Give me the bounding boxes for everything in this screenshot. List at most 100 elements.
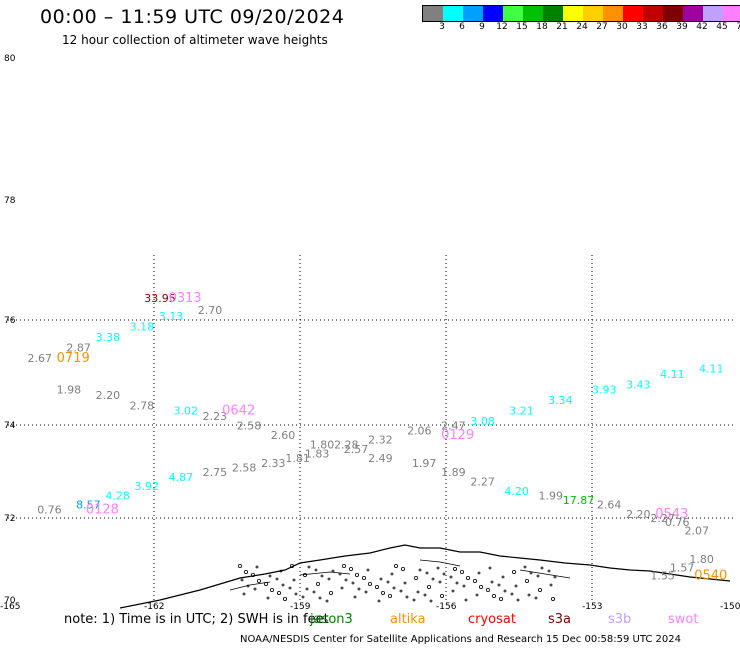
lake-shape (325, 599, 329, 603)
lake-shape (305, 587, 309, 591)
lake-shape (294, 592, 298, 596)
lake-shape (292, 578, 296, 582)
lake-shape (425, 571, 429, 575)
scale-swatch (643, 6, 663, 21)
scale-swatch (483, 6, 503, 21)
lake-shape (374, 585, 379, 590)
lake-shape (301, 595, 305, 599)
lake-shape (465, 576, 470, 581)
lake-shape (281, 583, 285, 587)
wave-height-label: 0.76 (665, 516, 690, 529)
lake-shape (418, 568, 422, 572)
wave-height-label: 2.87 (66, 342, 91, 355)
wave-height-label: 3.34 (548, 394, 573, 407)
lake-shape (451, 589, 455, 593)
lake-shape (455, 581, 459, 585)
wave-height-label: 1.57 (670, 561, 695, 574)
lake-shape (255, 565, 259, 569)
wave-height-label: 1.80 (310, 438, 335, 451)
scale-label: 21 (556, 22, 568, 32)
lake-shape (512, 570, 517, 575)
lat-label: 78 (4, 196, 16, 206)
lake-shape (462, 584, 466, 588)
wave-height-label: 2.70 (198, 304, 223, 317)
wave-height-label: 1.89 (441, 466, 466, 479)
pass-time-label: 0540 (694, 569, 727, 584)
lake-shape (353, 595, 357, 599)
wave-height-label: 2.58 (232, 462, 257, 475)
lake-shape (318, 596, 322, 600)
page-subtitle: 12 hour collection of altimeter wave hei… (62, 33, 328, 47)
lake-shape (497, 583, 501, 587)
lake-shape (399, 589, 403, 593)
wave-height-label: 2.20 (626, 508, 651, 521)
wave-height-label: 2.27 (650, 512, 675, 525)
lake-shape (320, 574, 324, 578)
lake-shape (263, 582, 268, 587)
lake-shape (328, 591, 333, 596)
lake-shape (549, 583, 553, 587)
wave-height-label: 1.80 (689, 553, 714, 566)
lake-shape (331, 569, 335, 573)
wave-height-label: 33.95 (144, 292, 176, 305)
lake-shape (307, 565, 311, 569)
wave-height-label: 2.78 (130, 399, 155, 412)
lat-label: 72 (4, 514, 15, 524)
wave-height-label: 2.32 (368, 434, 393, 447)
satellite-jason3: jason3 (310, 612, 353, 627)
lake-shape (501, 575, 505, 579)
wave-height-label: 1.98 (57, 384, 82, 397)
scale-label: 3 (439, 22, 445, 32)
lake-shape (327, 577, 331, 581)
scale-label: 33 (636, 22, 648, 32)
lake-shape (485, 588, 490, 593)
scale-swatch (603, 6, 623, 21)
lake-shape (438, 580, 442, 584)
credit-line: NOAA/NESDIS Center for Satellite Applica… (240, 634, 682, 645)
scale-swatch (723, 6, 740, 21)
scale-label: 15 (516, 22, 528, 32)
lake-shape (498, 597, 503, 602)
lake-shape (452, 567, 457, 572)
lake-shape (478, 585, 483, 590)
wave-height-label: 3.21 (509, 405, 534, 418)
scale-swatch (543, 6, 563, 21)
pass-time-label: 0313 (169, 291, 202, 306)
lake-shape (338, 572, 342, 576)
lake-shape (553, 575, 557, 579)
pass-time-label: 0719 (57, 351, 90, 366)
lake-shape (276, 591, 281, 596)
wave-height-label: 3.08 (470, 415, 495, 428)
scale-label: 36 (656, 22, 668, 32)
wave-height-label: 4.11 (699, 363, 724, 376)
wave-height-label: 4.20 (504, 485, 529, 498)
page-title: 00:00 – 11:59 UTC 09/20/2024 (40, 6, 345, 28)
lake-shape (490, 580, 494, 584)
lake-shape (459, 570, 464, 575)
lake-shape (393, 564, 398, 569)
lon-label: -156 (436, 602, 457, 612)
lake-shape (266, 596, 270, 600)
lake-shape (312, 590, 316, 594)
lake-shape (275, 577, 279, 581)
lake-shape (367, 582, 372, 587)
wave-height-label: 2.75 (203, 466, 228, 479)
satellite-swot: swot (668, 612, 699, 627)
lake-shape (540, 566, 544, 570)
lake-shape (314, 568, 318, 572)
pass-time-label: 0543 (655, 507, 688, 522)
wave-height-label: 1.83 (305, 448, 330, 461)
lake-shape (472, 579, 477, 584)
graticule (8, 255, 736, 600)
wave-height-label: 3.18 (130, 321, 155, 334)
scale-swatch (583, 6, 603, 21)
lake-shape (242, 592, 246, 596)
lon-label: -159 (290, 602, 311, 612)
lake-shape (357, 587, 361, 591)
wave-height-label: 2.67 (27, 352, 52, 365)
wave-height-label: 4.11 (660, 368, 685, 381)
coastline-inner (229, 559, 571, 591)
pass-time-label: 0642 (222, 404, 255, 419)
wave-height-label: 2.57 (344, 443, 369, 456)
